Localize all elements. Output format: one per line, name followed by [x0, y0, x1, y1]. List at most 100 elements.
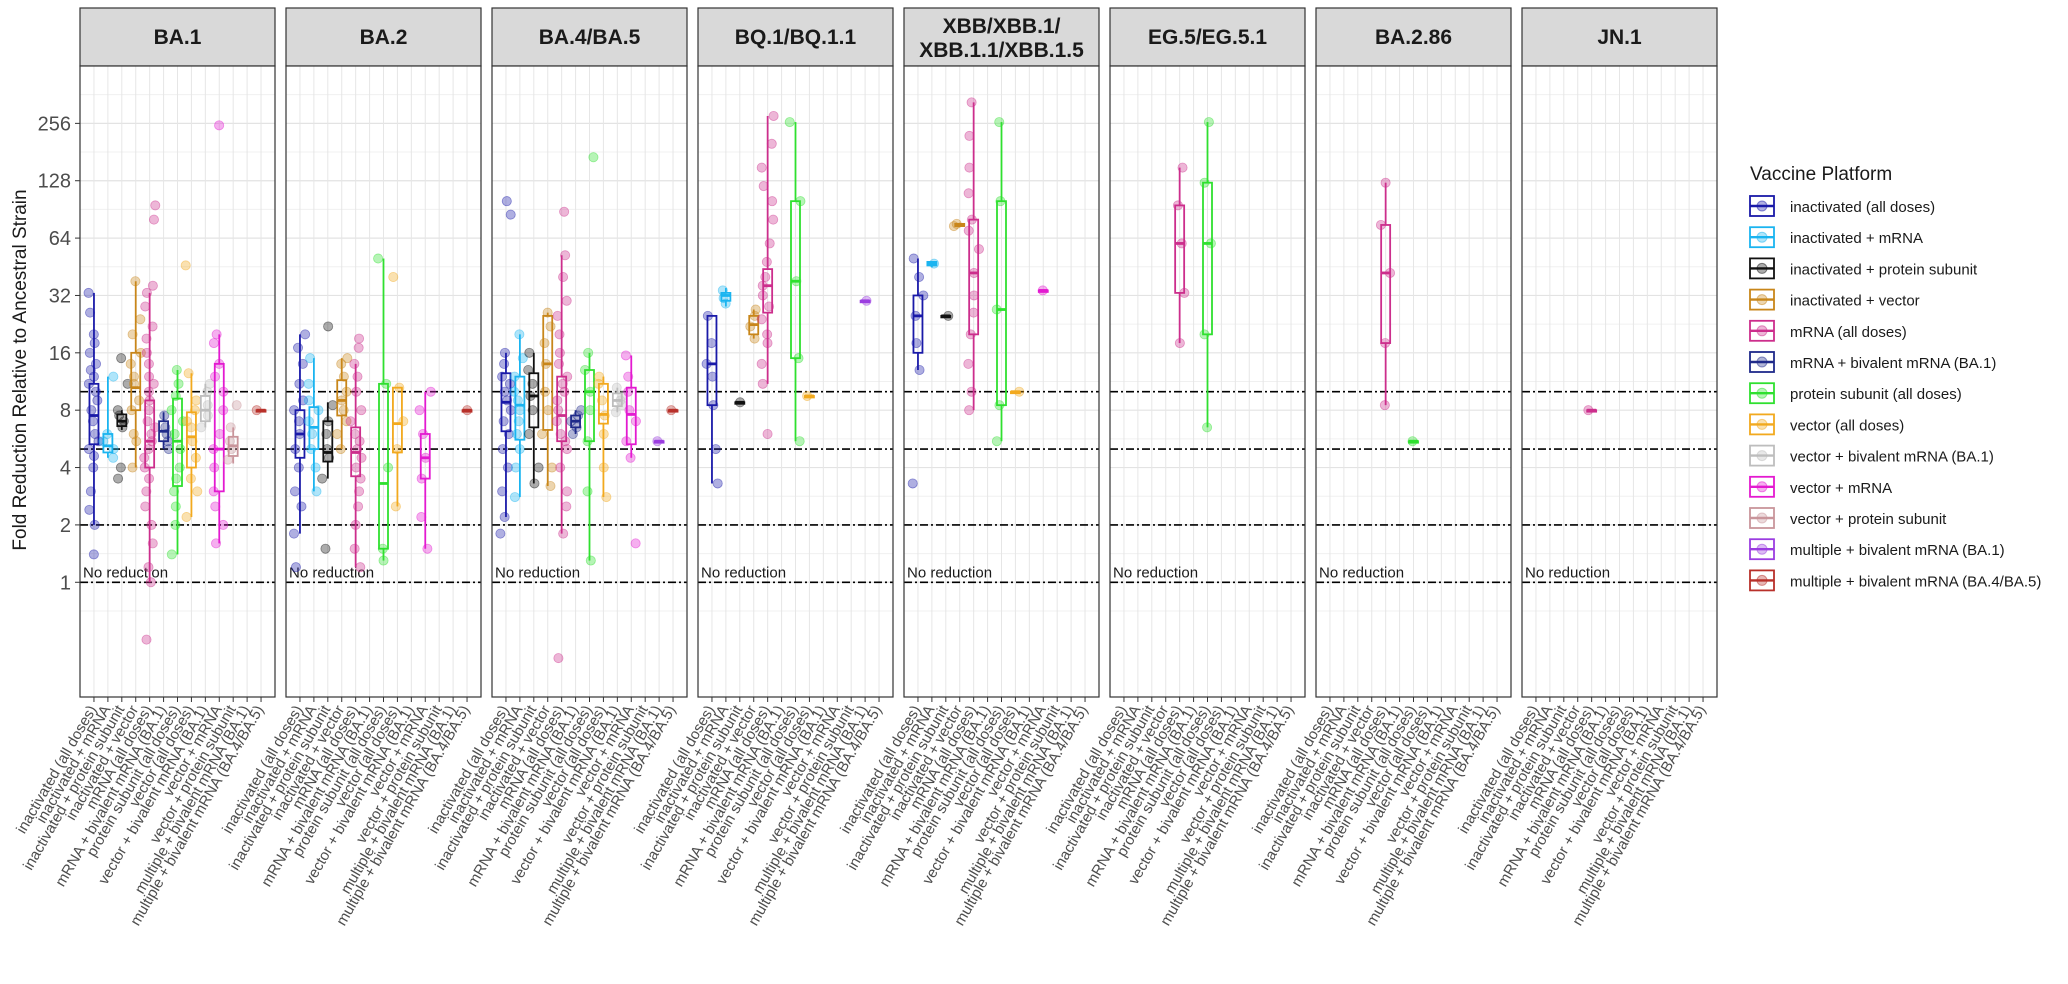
- data-point: [317, 473, 328, 484]
- data-point: [553, 653, 564, 664]
- data-point: [86, 405, 97, 416]
- data-point: [214, 120, 225, 131]
- box-iqr: [968, 218, 980, 336]
- data-point: [127, 462, 138, 473]
- legend-label: vector + protein subunit: [1790, 511, 1947, 528]
- data-point: [499, 347, 510, 358]
- data-point: [196, 422, 207, 433]
- legend-key-point: [1756, 231, 1768, 243]
- box-iqr: [392, 386, 403, 454]
- box-vector-mrna: [1037, 285, 1049, 296]
- facet-strip: [1109, 7, 1306, 67]
- data-point: [760, 271, 771, 282]
- box-iqr: [762, 268, 774, 314]
- box-protein-subunit-all-doses-: [784, 117, 806, 447]
- data-point: [523, 365, 534, 376]
- legend-label: inactivated + protein subunit: [1790, 261, 1978, 278]
- data-point: [224, 436, 235, 447]
- box-protein-subunit-all-doses-: [166, 365, 188, 560]
- no-reduction-label: No reduction: [701, 564, 786, 581]
- y-tick-label: 64: [49, 228, 71, 250]
- box-iqr: [584, 369, 595, 443]
- box-inactivated-mrna: [98, 371, 119, 463]
- data-point: [914, 271, 925, 282]
- data-point: [559, 206, 570, 217]
- facet-strip: [903, 7, 1100, 67]
- box-multiple-bivalent-mrna-ba-1-: [652, 436, 665, 447]
- data-point: [88, 549, 99, 560]
- legend-item: inactivated (all doses): [1749, 195, 1935, 217]
- data-point: [113, 473, 124, 484]
- box-iqr: [706, 314, 718, 407]
- box-inactivated-vector: [948, 218, 966, 232]
- data-point: [560, 250, 571, 261]
- data-point: [561, 295, 572, 306]
- legend-label: multiple + bivalent mRNA (BA.1): [1790, 542, 2005, 559]
- data-point: [594, 371, 605, 382]
- legend-item: vector + bivalent mRNA (BA.1): [1749, 444, 1994, 467]
- data-point: [768, 110, 779, 121]
- data-point: [140, 501, 151, 512]
- data-point: [108, 452, 119, 463]
- y-tick-label: 256: [38, 113, 71, 135]
- data-point: [145, 577, 156, 588]
- legend: Vaccine Platform inactivated (all doses)…: [1749, 164, 2041, 592]
- data-point: [303, 378, 314, 389]
- legend-label: mRNA + bivalent mRNA (BA.1): [1790, 355, 1996, 372]
- data-point: [539, 338, 550, 349]
- data-point: [585, 555, 596, 566]
- data-point: [175, 444, 186, 455]
- data-point: [756, 358, 767, 369]
- data-point: [310, 462, 321, 473]
- data-point: [497, 444, 508, 455]
- data-point: [499, 386, 510, 397]
- data-point: [356, 452, 367, 463]
- data-point: [558, 271, 569, 282]
- data-point: [91, 358, 102, 369]
- y-tick-label: 32: [49, 285, 71, 307]
- data-point: [756, 314, 767, 325]
- box-inactivated-all-doses-: [907, 253, 929, 489]
- data-point: [143, 444, 154, 455]
- data-point: [191, 395, 202, 406]
- data-point: [354, 486, 365, 497]
- data-point: [293, 416, 304, 427]
- legend-label: protein subunit (all doses): [1790, 386, 1962, 403]
- legend-label: mRNA (all doses): [1790, 324, 1907, 341]
- data-point: [354, 333, 365, 344]
- facet-strip-label: BA.2.86: [1375, 26, 1452, 49]
- facet-strip-label-line: BA.2.86: [1375, 26, 1452, 49]
- data-point: [499, 512, 510, 523]
- legend-key-point: [1756, 387, 1768, 399]
- facet-strip-label-line: BA.1: [154, 26, 202, 49]
- data-point: [524, 428, 535, 439]
- box-vector-mrna: [208, 120, 229, 549]
- data-point: [499, 358, 510, 369]
- data-point: [92, 395, 103, 406]
- box-multiple-bivalent-mrna-ba-4-ba-5-: [461, 405, 473, 416]
- legend-key-point: [1756, 418, 1768, 430]
- box-mrna-bivalent-mrna-ba-1-: [158, 410, 174, 455]
- box-inactivated-protein-subunit: [940, 310, 954, 321]
- data-point: [537, 428, 548, 439]
- box-multiple-bivalent-mrna-ba-1-: [859, 295, 872, 306]
- y-tick-label: 128: [38, 171, 71, 193]
- data-point: [914, 365, 925, 376]
- box-iqr: [1202, 181, 1213, 336]
- facet-strip-label: EG.5/EG.5.1: [1148, 26, 1267, 49]
- facet-strip-label-line: EG.5/EG.5.1: [1148, 26, 1267, 49]
- data-point: [768, 214, 779, 225]
- data-point: [150, 200, 161, 211]
- legend-label: vector + mRNA: [1790, 480, 1892, 497]
- y-tick-label: 8: [60, 400, 71, 422]
- data-point: [290, 562, 301, 573]
- legend-key-point: [1756, 450, 1768, 462]
- box-iqr: [199, 395, 211, 423]
- box-multiple-bivalent-mrna-ba-4-ba-5-: [666, 405, 679, 416]
- box-iqr: [130, 351, 142, 412]
- box-mrna-all-doses-: [1583, 405, 1598, 416]
- y-tick-label: 4: [60, 458, 71, 480]
